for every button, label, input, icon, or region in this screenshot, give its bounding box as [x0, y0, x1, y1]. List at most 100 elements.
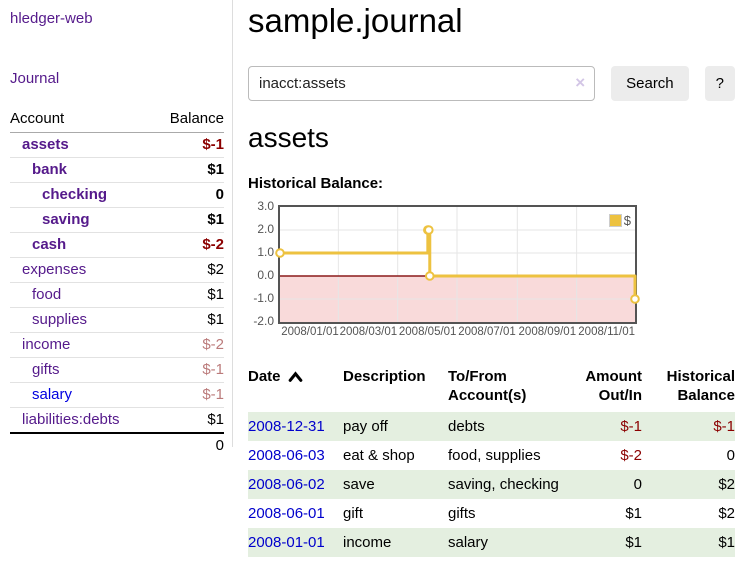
account-balance: $1 — [153, 157, 224, 183]
transaction-balance: $2 — [718, 505, 735, 522]
account-balance: $-1 — [153, 357, 224, 383]
account-link[interactable]: checking — [42, 186, 108, 203]
account-link[interactable]: income — [22, 336, 71, 353]
y-tick-label: 0.0 — [257, 268, 274, 282]
register-row: 2008-06-03 eat & shop food, supplies $-2… — [248, 441, 735, 470]
y-tick-label: 3.0 — [257, 199, 274, 213]
transaction-accounts: salary — [448, 534, 489, 551]
account-row-expenses: expenses $2 — [10, 257, 224, 283]
x-tick-label: 2008/03/01 — [339, 326, 398, 338]
help-button[interactable]: ? — [704, 66, 735, 101]
transaction-date-link[interactable]: 2008-06-02 — [248, 476, 325, 493]
account-balance: $-2 — [153, 332, 224, 358]
transaction-balance: $2 — [718, 476, 735, 493]
account-balance: $-1 — [202, 136, 224, 153]
transaction-accounts: debts — [448, 418, 485, 435]
accounts-total-balance: 0 — [153, 432, 224, 458]
account-row-assets: assets $-1 — [10, 133, 224, 158]
x-tick-label: 2008/09/01 — [518, 326, 577, 338]
main-content: sample.journal × Search ? assets Histori… — [248, 0, 735, 557]
account-balance: $1 — [153, 307, 224, 333]
transaction-accounts: food, supplies — [448, 447, 541, 464]
register-header-row: Date Description To/From Account(s) Amou… — [248, 364, 735, 412]
register-header-accounts: To/From Account(s) — [448, 368, 527, 404]
register-header-date: Date — [248, 364, 343, 412]
date-header-label: Date — [248, 368, 281, 385]
account-row-food: food $1 — [10, 282, 224, 308]
data-point-marker — [275, 248, 285, 258]
x-tick-label: 2008/11/01 — [578, 326, 635, 338]
account-link[interactable]: expenses — [22, 261, 87, 278]
y-tick-label: 2.0 — [257, 222, 274, 236]
account-balance: $-1 — [153, 382, 224, 408]
account-link[interactable]: food — [32, 286, 62, 303]
y-tick-label: -2.0 — [253, 314, 274, 328]
register-header-amount: Amount Out/In — [585, 368, 642, 404]
register-row: 2008-01-01 income salary $1 $1 — [248, 528, 735, 557]
accounts-header-balance: Balance — [153, 108, 224, 133]
accounts-table: Account Balance assets $-1 bank $1 check… — [10, 108, 224, 458]
register-header-description: Description — [343, 368, 426, 385]
sidebar-item-journal[interactable]: Journal — [10, 70, 60, 87]
hledger-web-app: hledger-web Journal Account Balance asse… — [0, 0, 735, 557]
account-balance: $2 — [153, 257, 224, 283]
register-table: Date Description To/From Account(s) Amou… — [248, 364, 735, 557]
accounts-header-account: Account — [10, 108, 154, 133]
account-link[interactable]: salary — [32, 386, 73, 403]
transaction-accounts: gifts — [448, 505, 476, 522]
account-link[interactable]: supplies — [32, 311, 88, 328]
register-row: 2008-06-01 gift gifts $1 $2 — [248, 499, 735, 528]
transaction-description: gift — [343, 505, 364, 522]
legend-label: $ — [623, 213, 631, 228]
chart-plot-area: $ — [275, 205, 640, 324]
page-title: sample.journal — [248, 2, 463, 39]
transaction-description: pay off — [343, 418, 388, 435]
account-row-saving: saving $1 — [10, 207, 224, 233]
clear-search-icon[interactable]: × — [575, 73, 586, 92]
account-row-salary: salary $-1 — [10, 382, 224, 408]
chart-x-axis-labels: 2008/01/01 2008/03/01 2008/05/01 2008/07/01… — [278, 326, 735, 343]
search-input-wrap: × — [248, 66, 596, 101]
account-link[interactable]: saving — [42, 211, 90, 228]
register-row: 2008-12-31 pay off debts $-1 $-1 — [248, 412, 735, 441]
account-balance: $1 — [153, 207, 224, 233]
sidebar: hledger-web Journal Account Balance asse… — [0, 0, 233, 458]
search-form: × Search ? — [248, 66, 735, 101]
chart-canvas — [275, 207, 640, 322]
account-link[interactable]: assets — [22, 136, 69, 153]
transaction-description: income — [343, 534, 392, 551]
transaction-date-link[interactable]: 2008-12-31 — [248, 418, 325, 435]
search-button[interactable]: Search — [611, 66, 689, 101]
transaction-amount: $-1 — [620, 418, 642, 435]
accounts-total-row: 0 — [10, 432, 224, 458]
search-input[interactable] — [248, 66, 596, 101]
account-row-supplies: supplies $1 — [10, 307, 224, 333]
account-link[interactable]: gifts — [32, 361, 60, 378]
transaction-date-link[interactable]: 2008-06-01 — [248, 505, 325, 522]
transaction-date-link[interactable]: 2008-06-03 — [248, 447, 325, 464]
transaction-balance: $1 — [718, 534, 735, 551]
account-link[interactable]: cash — [32, 236, 67, 253]
transaction-balance: $-1 — [713, 418, 735, 435]
transaction-accounts: saving, checking — [448, 476, 559, 493]
app-brand-link[interactable]: hledger-web — [10, 10, 93, 27]
data-point-marker — [424, 271, 435, 281]
historical-balance-chart: 3.0 2.0 1.0 0.0 -1.0 -2.0 $ 2008/01/01 2008/03… — [248, 199, 735, 343]
transaction-amount: $1 — [625, 534, 642, 551]
transaction-balance: 0 — [726, 447, 735, 464]
account-heading: assets — [248, 122, 329, 153]
transaction-amount: 0 — [633, 476, 642, 493]
transaction-amount: $-2 — [620, 447, 642, 464]
x-tick-label: 2008/07/01 — [458, 326, 516, 338]
account-link[interactable]: bank — [32, 161, 68, 178]
sort-ascending-icon — [288, 371, 302, 382]
account-balance: $1 — [153, 407, 224, 433]
data-point-marker — [424, 225, 434, 235]
x-tick-label: 2008/01/01 — [281, 326, 339, 338]
chart-legend: $ — [606, 212, 633, 229]
y-tick-label: 1.0 — [257, 245, 274, 259]
register-header-balance: Historical Balance — [666, 368, 735, 404]
transaction-date-link[interactable]: 2008-01-01 — [248, 534, 325, 551]
x-tick-label: 2008/05/01 — [398, 326, 457, 338]
account-link[interactable]: liabilities:debts — [22, 411, 120, 428]
